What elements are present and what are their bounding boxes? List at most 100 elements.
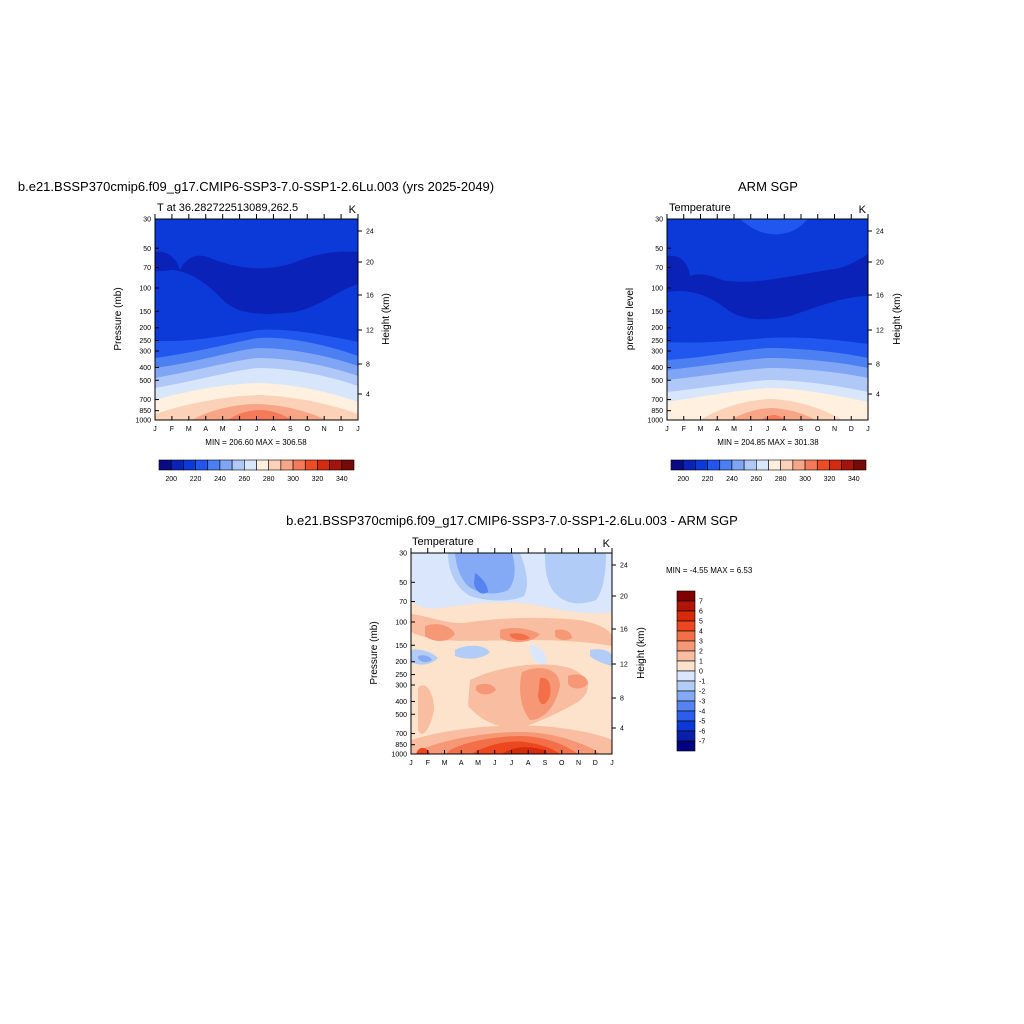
x-tick-label: J <box>749 426 753 433</box>
panel-model-colorbar: 200 220 240 260 280 300 320 340 <box>158 459 355 483</box>
y-right-tick-label: 20 <box>876 260 884 267</box>
colorbar-swatch <box>304 459 318 471</box>
colorbar-label: 200 <box>677 476 689 483</box>
panel-obs-units: K <box>859 204 867 216</box>
x-tick-label: F <box>170 426 174 433</box>
panel-obs: ARM SGP Temperature K J F M A M J J A S O N D J 30 50 7… <box>625 179 903 483</box>
panel-diff-subtitle-left: Temperature <box>412 536 474 548</box>
x-tick-label: J <box>866 426 870 433</box>
colorbar-label: 0 <box>699 669 703 676</box>
colorbar-swatch <box>676 640 696 652</box>
colorbar-label: 3 <box>699 639 703 646</box>
colorbar-swatch <box>676 740 696 752</box>
colorbar-label: 4 <box>699 629 703 636</box>
colorbar-swatch <box>780 459 794 471</box>
y-tick-label: 150 <box>395 643 407 650</box>
colorbar-swatch <box>707 459 721 471</box>
x-tick-label: M <box>698 426 704 433</box>
x-tick-label: M <box>475 760 481 767</box>
colorbar-swatch <box>756 459 769 471</box>
colorbar-swatch <box>841 459 855 471</box>
y-right-tick-label: 4 <box>620 726 624 733</box>
panel-diff-colorbar: 7 6 5 4 3 2 1 0 -1 -2 -3 -4 -5 -6 -7 <box>676 590 705 752</box>
colorbar-swatch <box>743 459 757 471</box>
y-right-tick-label: 8 <box>620 696 624 703</box>
x-tick-label: J <box>238 426 242 433</box>
y-right-tick-label: 24 <box>876 229 884 236</box>
colorbar-swatch <box>853 459 867 471</box>
y-tick-label: 70 <box>655 265 663 272</box>
y-tick-label: 30 <box>655 217 663 224</box>
colorbar-label: -5 <box>699 719 705 726</box>
y-tick-label: 300 <box>139 348 151 355</box>
colorbar-label: 320 <box>312 476 324 483</box>
y-tick-label: 250 <box>139 338 151 345</box>
panel-model-title: b.e21.BSSP370cmip6.f09_g17.CMIP6-SSP3-7.… <box>18 179 494 194</box>
y-tick-label: 50 <box>143 246 151 253</box>
y-tick-label: 70 <box>399 599 407 606</box>
colorbar-label: 6 <box>699 609 703 616</box>
y-right-tick-label: 12 <box>876 328 884 335</box>
colorbar-swatch <box>829 459 842 471</box>
colorbar-swatch <box>676 730 696 742</box>
colorbar-swatch <box>676 720 696 732</box>
y-right-tick-label: 4 <box>366 392 370 399</box>
colorbar-swatch <box>676 660 696 672</box>
colorbar-swatch <box>183 459 196 471</box>
colorbar-label: 280 <box>263 476 275 483</box>
colorbar-swatch <box>695 459 708 471</box>
y-tick-label: 850 <box>139 408 151 415</box>
colorbar-swatch <box>341 459 355 471</box>
y-tick-label: 100 <box>139 286 151 293</box>
colorbar-swatch <box>219 459 233 471</box>
x-tick-label: O <box>815 426 821 433</box>
y-tick-label: 300 <box>395 682 407 689</box>
x-tick-label: M <box>442 760 448 767</box>
colorbar-swatch <box>207 459 221 471</box>
panel-obs-colorbar: 200 220 240 260 280 300 320 340 <box>670 459 867 483</box>
x-tick-label: J <box>510 760 514 767</box>
y-right-tick-label: 24 <box>366 229 374 236</box>
y-tick-label: 30 <box>143 217 151 224</box>
panel-obs-ticks: J F M A M J J A S O N D J 30 50 70 100 150 200 250 300 400 500… <box>647 214 884 433</box>
y-tick-label: 850 <box>651 408 663 415</box>
x-tick-label: N <box>576 760 581 767</box>
y-tick-label: 100 <box>651 286 663 293</box>
y-tick-label: 1000 <box>647 418 663 425</box>
x-tick-label: J <box>409 760 413 767</box>
colorbar-label: -7 <box>699 739 705 746</box>
colorbar-label: 260 <box>750 476 762 483</box>
y-right-tick-label: 12 <box>366 328 374 335</box>
colorbar-label: -6 <box>699 729 705 736</box>
y-tick-label: 30 <box>399 551 407 558</box>
x-tick-label: F <box>426 760 430 767</box>
panel-model-stats: MIN = 206.60 MAX = 306.58 <box>205 438 307 447</box>
y-right-tick-label: 8 <box>876 362 880 369</box>
x-tick-label: J <box>665 426 669 433</box>
y-right-tick-label: 4 <box>876 392 880 399</box>
colorbar-swatch <box>268 459 282 471</box>
y-right-tick-label: 12 <box>620 662 628 669</box>
colorbar-swatch <box>676 630 696 642</box>
panel-diff-title: b.e21.BSSP370cmip6.f09_g17.CMIP6-SSP3-7.… <box>286 513 738 528</box>
panel-diff: b.e21.BSSP370cmip6.f09_g17.CMIP6-SSP3-7.… <box>286 513 753 767</box>
colorbar-swatch <box>329 459 343 471</box>
x-tick-label: A <box>203 426 208 433</box>
y-tick-label: 700 <box>651 397 663 404</box>
panel-model: b.e21.BSSP370cmip6.f09_g17.CMIP6-SSP3-7.… <box>18 179 494 483</box>
y-tick-label: 250 <box>395 672 407 679</box>
y-tick-label: 400 <box>651 365 663 372</box>
x-tick-label: J <box>356 426 360 433</box>
x-tick-label: N <box>832 426 837 433</box>
colorbar-label: 300 <box>287 476 299 483</box>
y-right-tick-label: 16 <box>366 293 374 300</box>
x-tick-label: O <box>559 760 565 767</box>
colorbar-swatch <box>719 459 733 471</box>
colorbar-swatch <box>676 600 696 612</box>
colorbar-label: 320 <box>824 476 836 483</box>
colorbar-swatch <box>244 459 257 471</box>
x-tick-label: A <box>271 426 276 433</box>
colorbar-label: 200 <box>165 476 177 483</box>
colorbar-label: 220 <box>702 476 714 483</box>
